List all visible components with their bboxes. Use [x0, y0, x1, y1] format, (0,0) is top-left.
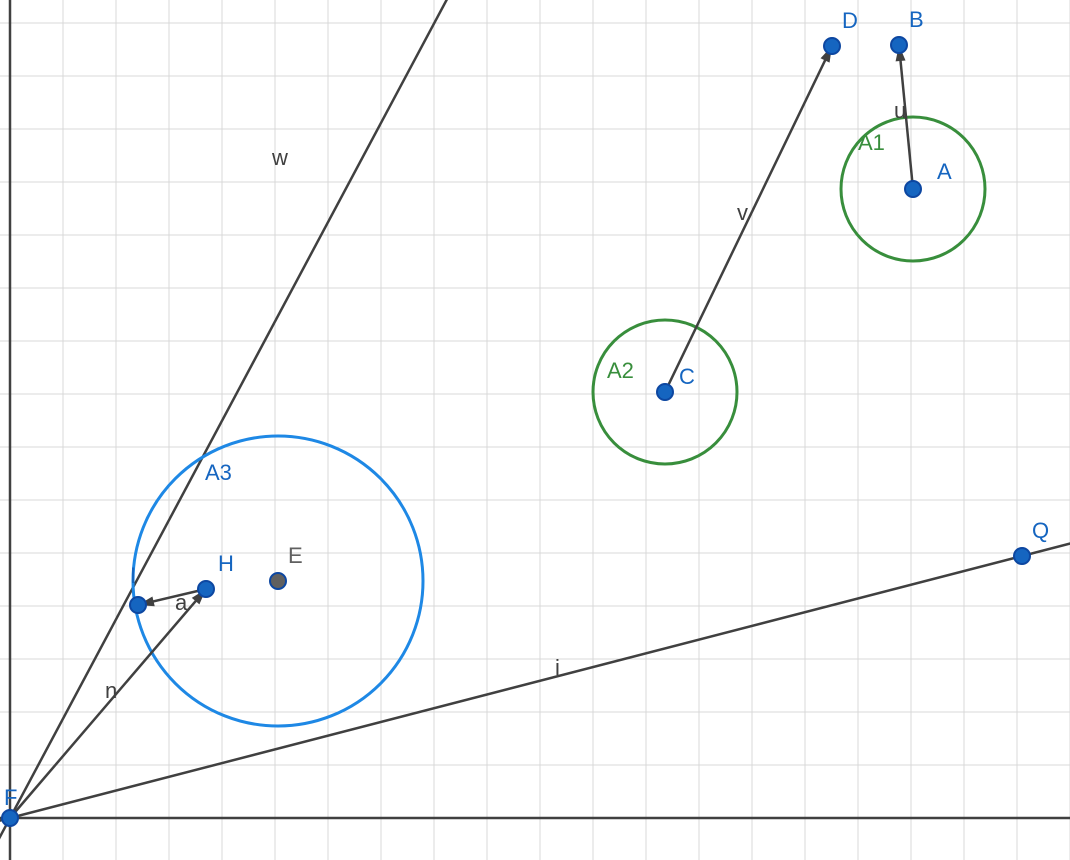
circles: A1 A2 A3	[133, 117, 985, 726]
vector-line-n[interactable]	[10, 591, 205, 818]
point-I[interactable]	[130, 597, 146, 613]
circle-label-A2: A2	[607, 358, 634, 383]
circle-label-A1: A1	[858, 130, 885, 155]
point-label-H: H	[218, 551, 234, 576]
point-label-Q: Q	[1032, 518, 1049, 543]
circle-label-A3: A3	[205, 460, 232, 485]
line-label-i: i	[555, 655, 560, 680]
point-Q[interactable]	[1014, 548, 1030, 564]
point-label-D: D	[842, 8, 858, 33]
vector-label-u: u	[894, 98, 906, 123]
vector-label-v: v	[737, 200, 748, 225]
vector-label-n: n	[105, 678, 117, 703]
point-H[interactable]	[198, 581, 214, 597]
point-E[interactable]	[270, 573, 286, 589]
point-label-E: E	[288, 543, 303, 568]
point-label-B: B	[909, 7, 924, 32]
point-A[interactable]	[905, 181, 921, 197]
point-label-F: F	[4, 785, 17, 810]
grid	[0, 0, 1070, 860]
point-label-I: I	[130, 563, 136, 588]
point-C[interactable]	[657, 384, 673, 400]
points: A B C D E F H I Q	[2, 7, 1049, 826]
point-D[interactable]	[824, 38, 840, 54]
point-label-C: C	[679, 364, 695, 389]
geometry-canvas[interactable]: w i A1 A2 A3 u v n a A B C D E F H I Q	[0, 0, 1070, 860]
line-label-w: w	[271, 145, 288, 170]
vector-line-v[interactable]	[665, 48, 831, 392]
vector-label-a: a	[175, 590, 188, 615]
point-label-A: A	[937, 159, 952, 184]
point-F[interactable]	[2, 810, 18, 826]
point-B[interactable]	[891, 37, 907, 53]
